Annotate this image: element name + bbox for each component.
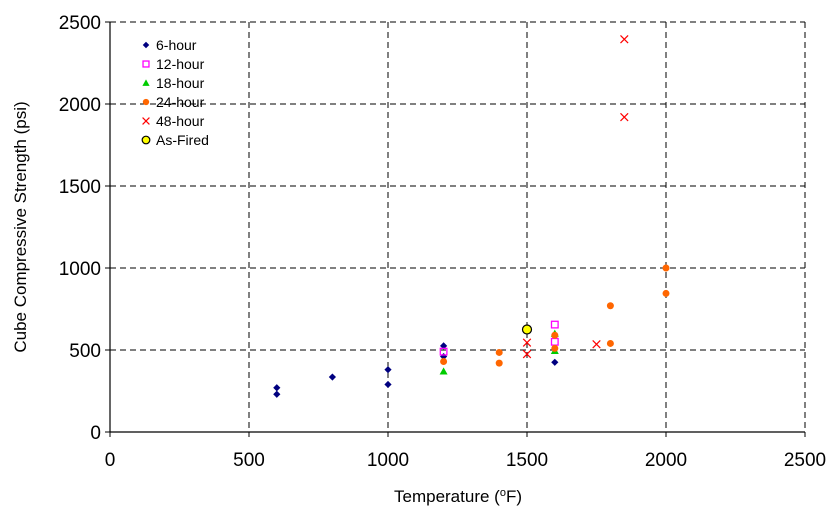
y-tick-labels: 0 500 1000 1500 2000 2500 — [59, 13, 101, 444]
data-point — [328, 373, 336, 381]
x-marker-stroke — [142, 117, 150, 125]
data-point — [550, 320, 559, 329]
legend-marker — [142, 41, 150, 49]
y-tick-label: 2500 — [59, 13, 101, 34]
x-marker-stroke — [522, 349, 532, 359]
y-tick-label: 1500 — [59, 177, 101, 198]
x-axis-title-prefix: Temperature ( — [394, 487, 500, 506]
legend-label: 12-hour — [156, 56, 205, 72]
x-marker-stroke — [620, 112, 629, 122]
data-point — [439, 347, 448, 356]
data-point — [273, 384, 281, 392]
data-point — [620, 112, 629, 122]
x-tick-label: 500 — [233, 450, 265, 471]
series-6-hour — [273, 342, 559, 398]
data-point — [662, 264, 670, 272]
data-point — [592, 340, 601, 349]
legend-marker — [142, 60, 150, 68]
data-point — [550, 337, 559, 346]
x-tick-label: 0 — [105, 450, 116, 471]
x-tick-label: 2500 — [784, 450, 826, 471]
data-point — [495, 348, 503, 356]
series-24-hour — [440, 264, 670, 367]
legend-label: As-Fired — [156, 132, 209, 148]
x-tick-label: 1000 — [367, 450, 409, 471]
data-point — [273, 390, 281, 398]
legend-marker — [142, 98, 150, 106]
x-marker-stroke — [522, 338, 532, 347]
data-point — [495, 359, 503, 367]
x-marker-stroke — [620, 34, 629, 44]
data-point — [662, 289, 670, 297]
legend: 6-hour 12-hour 18-hour 24-hour 48-hour As-Fir… — [141, 37, 209, 148]
grid — [110, 21, 806, 432]
y-tick-label: 0 — [90, 423, 101, 444]
data-point — [620, 34, 629, 44]
data-point — [521, 324, 533, 335]
x-marker-stroke — [592, 340, 601, 349]
legend-marker — [141, 135, 151, 145]
x-axis-title: Temperature (oF) — [394, 487, 522, 506]
x-tick-label: 2000 — [645, 450, 687, 471]
x-tick-labels: 0 500 1000 1500 2000 2500 — [105, 450, 826, 471]
data-point — [522, 338, 532, 347]
data-point — [440, 357, 448, 365]
data-point — [606, 339, 614, 347]
data-point — [384, 366, 392, 374]
data-point — [384, 380, 392, 389]
x-axis-title-suffix: F) — [506, 487, 522, 506]
x-tick-label: 1500 — [506, 450, 548, 471]
legend-label: 18-hour — [156, 75, 205, 91]
y-tick-label: 2000 — [59, 95, 101, 116]
legend-marker — [142, 117, 150, 125]
legend-label: 6-hour — [156, 37, 197, 53]
data-point — [551, 344, 559, 352]
legend-marker — [142, 79, 150, 86]
series-48-hour — [522, 34, 629, 359]
data-point — [440, 342, 448, 350]
y-tick-label: 1000 — [59, 259, 101, 280]
x-axis-title-degree: o — [500, 487, 506, 499]
data-point — [439, 367, 448, 375]
y-axis-title: Cube Compressive Strength (psi) — [11, 101, 30, 352]
data-points — [273, 34, 670, 398]
data-point — [551, 358, 559, 366]
data-point — [606, 302, 614, 310]
y-tick-label: 500 — [69, 341, 101, 362]
legend-label: 24-hour — [156, 94, 205, 110]
legend-label: 48-hour — [156, 113, 205, 129]
data-point — [551, 331, 559, 339]
axes — [105, 21, 806, 437]
series-as-fired — [521, 324, 533, 335]
data-point — [522, 349, 532, 359]
